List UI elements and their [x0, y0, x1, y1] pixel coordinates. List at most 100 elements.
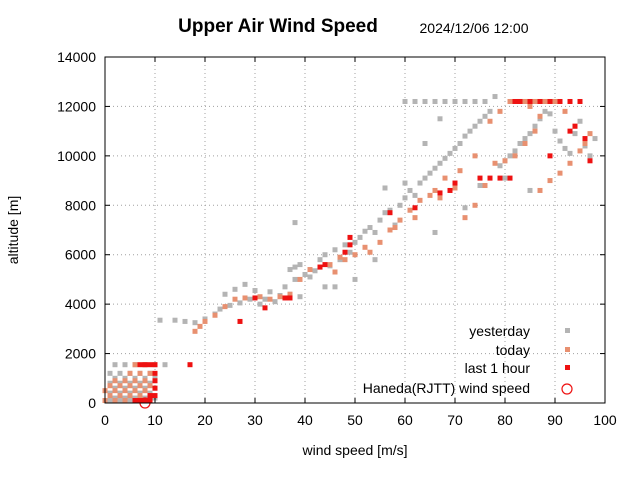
point-yesterday: [397, 202, 403, 208]
point-today: [377, 239, 383, 245]
point-yesterday: [422, 175, 428, 181]
point-yesterday: [422, 141, 428, 146]
point-yesterday: [332, 247, 338, 253]
point-yesterday: [502, 175, 508, 181]
point-yesterday: [432, 98, 438, 104]
point-last-hour: [547, 153, 553, 159]
point-yesterday: [282, 284, 288, 290]
point-yesterday: [492, 94, 498, 100]
point-today: [527, 103, 533, 109]
point-yesterday: [547, 111, 553, 117]
point-yesterday: [487, 108, 493, 114]
point-yesterday: [297, 294, 303, 300]
x-axis-label: wind speed [m/s]: [301, 442, 407, 458]
point-yesterday: [107, 370, 113, 376]
point-yesterday: [292, 264, 298, 270]
point-yesterday: [567, 150, 573, 156]
point-today: [567, 160, 573, 166]
point-yesterday: [192, 320, 198, 326]
point-last-hour: [497, 175, 503, 181]
point-today: [407, 207, 413, 213]
point-last-hour: [347, 234, 353, 240]
point-today: [457, 168, 463, 174]
point-yesterday: [362, 228, 368, 234]
point-yesterday: [307, 274, 313, 280]
point-last-hour: [567, 98, 573, 104]
point-last-hour: [547, 98, 553, 104]
point-last-hour: [152, 362, 158, 368]
point-last-hour: [507, 175, 513, 181]
point-yesterday: [522, 136, 528, 142]
point-today: [412, 215, 418, 221]
point-last-hour: [557, 98, 563, 104]
point-last-hour: [487, 175, 493, 181]
point-yesterday: [117, 398, 123, 404]
point-today: [552, 98, 558, 104]
point-last-hour: [587, 158, 593, 164]
point-yesterday: [367, 225, 373, 231]
y-tick-label: 14000: [57, 49, 96, 65]
point-today: [522, 141, 528, 146]
point-yesterday: [462, 98, 468, 104]
point-yesterday: [272, 299, 278, 305]
point-today: [462, 215, 468, 221]
point-today: [122, 388, 128, 394]
point-today: [537, 187, 543, 193]
legend-label-yesterday: yesterday: [469, 323, 530, 339]
point-yesterday: [527, 187, 533, 193]
point-last-hour: [282, 295, 288, 301]
point-last-hour: [142, 362, 148, 368]
point-today: [387, 227, 393, 233]
point-last-hour: [512, 98, 518, 104]
x-tick-label: 50: [347, 412, 363, 428]
point-today: [127, 370, 133, 376]
point-yesterday: [477, 118, 483, 124]
point-last-hour: [317, 264, 323, 270]
point-last-hour: [342, 249, 348, 255]
point-yesterday: [292, 276, 298, 282]
y-tick-label: 4000: [65, 296, 96, 312]
point-today: [107, 393, 113, 399]
point-last-hour: [567, 128, 573, 134]
point-today: [532, 98, 538, 104]
point-today: [472, 153, 478, 159]
point-yesterday: [382, 210, 388, 216]
point-last-hour: [477, 175, 483, 181]
point-today: [147, 370, 153, 376]
y-axis-ticks: 0 2000 4000 6000 8000 10000 12000 14000: [57, 49, 605, 411]
point-yesterday: [542, 108, 548, 114]
point-today: [242, 295, 248, 301]
point-yesterday: [587, 153, 593, 159]
point-last-hour: [132, 398, 138, 404]
point-today: [487, 118, 493, 124]
point-today: [257, 294, 263, 300]
point-last-hour: [572, 123, 578, 129]
point-yesterday: [162, 362, 168, 368]
point-yesterday: [412, 98, 418, 104]
point-yesterday: [557, 138, 563, 144]
point-yesterday: [267, 289, 273, 295]
point-today: [502, 158, 508, 164]
point-last-hour: [347, 242, 353, 248]
point-today: [427, 192, 433, 198]
point-yesterday: [402, 180, 408, 186]
point-today: [112, 378, 118, 384]
point-yesterday: [422, 98, 428, 104]
point-yesterday: [332, 284, 338, 290]
point-yesterday: [452, 98, 458, 104]
point-last-hour: [147, 393, 153, 399]
point-today: [107, 383, 113, 389]
y-tick-label: 8000: [65, 197, 96, 213]
point-yesterday: [497, 163, 503, 169]
point-today: [127, 393, 133, 399]
point-today: [472, 202, 478, 208]
point-yesterday: [442, 98, 448, 104]
legend: yesterday today last 1 hour Haneda(RJTT)…: [363, 323, 573, 396]
legend-marker-last-hour: [565, 365, 570, 370]
y-tick-label: 6000: [65, 247, 96, 263]
point-yesterday: [292, 220, 298, 226]
y-tick-label: 10000: [57, 148, 96, 164]
point-yesterday: [227, 302, 233, 308]
x-tick-label: 60: [397, 412, 413, 428]
point-yesterday: [512, 148, 518, 154]
